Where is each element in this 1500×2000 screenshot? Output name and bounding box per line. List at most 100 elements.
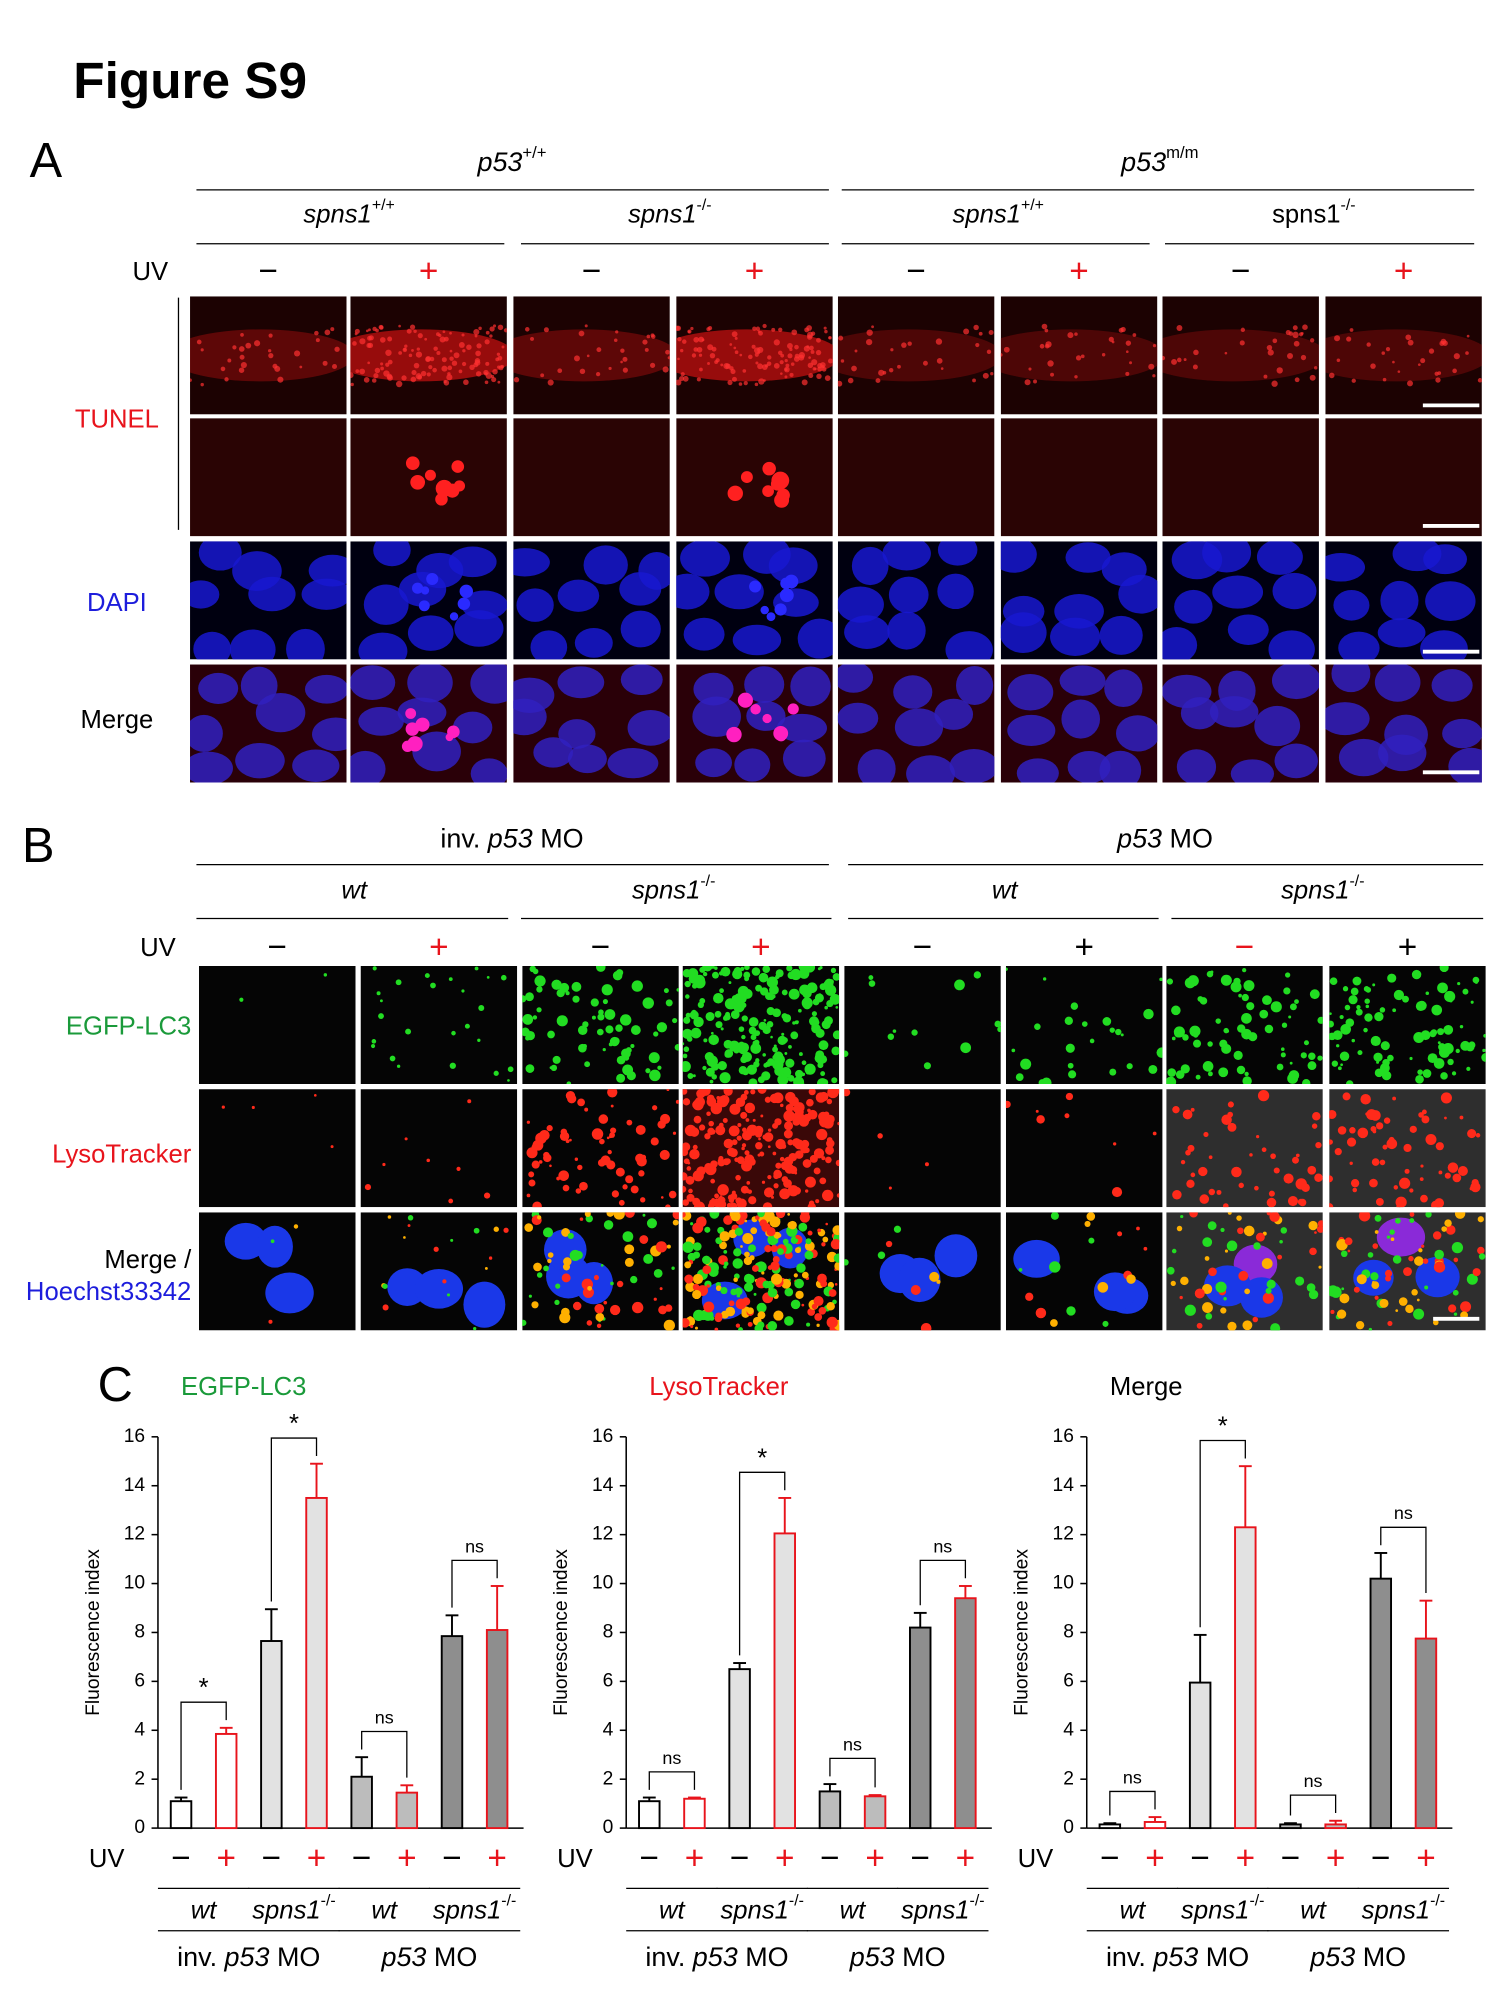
speck: [696, 346, 703, 353]
puncta: [655, 1241, 668, 1253]
label-base: spns1: [632, 876, 700, 904]
speck: [492, 368, 498, 375]
puncta: [1372, 1243, 1379, 1249]
speck: [227, 358, 232, 363]
puncta: [665, 999, 673, 1007]
puncta: [1396, 1204, 1401, 1208]
speck: [458, 342, 465, 348]
puncta: [802, 1000, 812, 1010]
puncta: [683, 1016, 691, 1024]
speck: [665, 349, 670, 355]
uv-sign: +: [1394, 253, 1413, 290]
puncta: [682, 1053, 688, 1059]
speck: [680, 372, 685, 377]
puncta: [1443, 1024, 1454, 1035]
puncta: [787, 1139, 794, 1146]
puncta: [525, 1030, 535, 1041]
micrograph-tile: [1005, 966, 1163, 1085]
label-superscript: -/-: [321, 1893, 336, 1910]
puncta: [1261, 1258, 1273, 1269]
puncta: [610, 1127, 617, 1134]
micrograph-tile: [199, 1212, 356, 1331]
speck: [449, 349, 453, 353]
puncta: [1363, 1027, 1368, 1033]
puncta: [1113, 1142, 1117, 1146]
tile-bg: [1000, 418, 1158, 537]
speck: [496, 352, 501, 356]
puncta: [536, 986, 543, 993]
puncta: [1385, 1275, 1392, 1282]
treatment-label: inv. p53 MO: [177, 1942, 320, 1972]
puncta: [929, 1271, 940, 1282]
puncta: [473, 1327, 477, 1331]
speck: [809, 345, 814, 351]
speck: [1310, 338, 1315, 343]
speck: [385, 349, 392, 356]
puncta: [488, 1256, 493, 1260]
puncta: [844, 1089, 851, 1097]
puncta: [313, 1094, 317, 1097]
speck: [988, 330, 994, 335]
puncta: [1379, 1298, 1389, 1308]
puncta: [1289, 1061, 1293, 1065]
nucleus: [1000, 541, 1037, 573]
puncta: [723, 1250, 728, 1254]
x-category-label: −: [442, 1840, 461, 1877]
puncta: [751, 967, 761, 976]
speck: [622, 367, 628, 373]
puncta: [690, 1027, 702, 1039]
speck: [771, 327, 776, 332]
speck: [754, 382, 759, 387]
speck: [485, 330, 490, 335]
puncta: [569, 1138, 572, 1142]
speck: [372, 326, 377, 332]
puncta: [737, 1043, 749, 1055]
puncta: [1202, 1237, 1213, 1248]
puncta: [1202, 1061, 1214, 1072]
speck: [940, 367, 944, 370]
bar: [395, 1791, 419, 1830]
speck: [240, 332, 244, 337]
micrograph-tile: [1162, 418, 1319, 537]
puncta: [464, 1023, 470, 1029]
puncta: [1205, 1313, 1213, 1320]
puncta: [1136, 1226, 1140, 1231]
puncta: [1236, 1065, 1246, 1075]
significance-bracket: [180, 1701, 227, 1790]
puncta: [663, 988, 669, 994]
puncta: [792, 1138, 801, 1147]
puncta: [1249, 1153, 1253, 1157]
puncta: [1403, 1267, 1412, 1276]
speck: [758, 378, 765, 385]
puncta: [597, 1013, 605, 1021]
speck: [530, 336, 534, 341]
puncta: [1176, 1225, 1183, 1232]
speck: [1465, 351, 1469, 355]
speck: [901, 342, 907, 348]
x-category-label: −: [1190, 1840, 1209, 1877]
puncta: [1005, 967, 1008, 971]
puncta: [1210, 970, 1214, 974]
puncta: [1262, 995, 1272, 1006]
nucleus: [956, 666, 994, 706]
micrograph-tile: [1166, 1089, 1323, 1208]
nucleus: [1050, 617, 1101, 657]
puncta: [1433, 1261, 1446, 1273]
nucleus: [240, 666, 278, 705]
micrograph-tile: [676, 541, 833, 660]
nucleus: [350, 665, 396, 700]
apoptotic-body: [760, 605, 769, 615]
puncta: [749, 1079, 757, 1085]
puncta: [826, 1316, 838, 1328]
puncta: [1352, 976, 1362, 986]
puncta: [821, 1020, 831, 1030]
puncta: [1198, 1166, 1208, 1177]
puncta: [746, 1124, 758, 1136]
puncta: [616, 1073, 626, 1083]
puncta: [706, 1094, 715, 1103]
y-tick-label: 10: [124, 1573, 145, 1594]
puncta: [1424, 1285, 1429, 1290]
puncta: [1020, 1058, 1032, 1070]
puncta: [1227, 1101, 1234, 1108]
puncta: [1241, 1028, 1252, 1040]
